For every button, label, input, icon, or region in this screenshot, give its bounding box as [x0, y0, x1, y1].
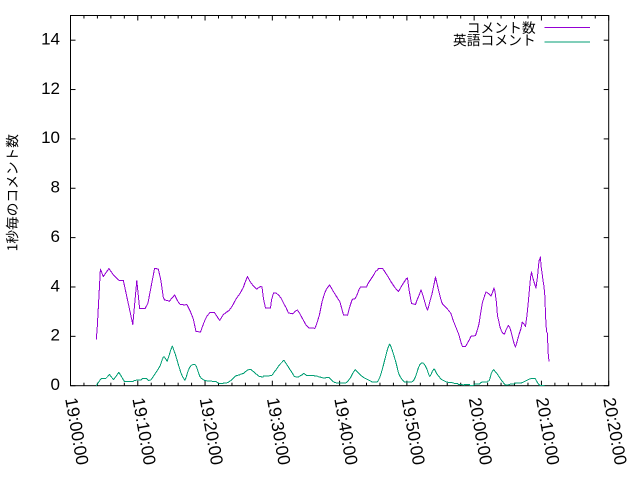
svg-text:12: 12 — [41, 79, 60, 98]
svg-text:8: 8 — [51, 178, 60, 197]
svg-text:19:10:00: 19:10:00 — [128, 396, 160, 467]
svg-text:19:40:00: 19:40:00 — [330, 396, 362, 467]
svg-text:2: 2 — [51, 326, 60, 345]
svg-text:19:00:00: 19:00:00 — [61, 396, 93, 467]
svg-text:4: 4 — [51, 276, 60, 295]
svg-text:19:30:00: 19:30:00 — [263, 396, 295, 467]
svg-text:20:10:00: 20:10:00 — [532, 396, 564, 467]
svg-text:19:50:00: 19:50:00 — [398, 396, 430, 467]
svg-text:20:00:00: 20:00:00 — [465, 396, 497, 467]
svg-text:14: 14 — [41, 29, 60, 48]
svg-text:20:20:00: 20:20:00 — [599, 396, 631, 467]
svg-text:0: 0 — [51, 375, 60, 394]
svg-text:19:20:00: 19:20:00 — [196, 396, 228, 467]
svg-text:6: 6 — [51, 227, 60, 246]
svg-text:10: 10 — [41, 128, 60, 147]
